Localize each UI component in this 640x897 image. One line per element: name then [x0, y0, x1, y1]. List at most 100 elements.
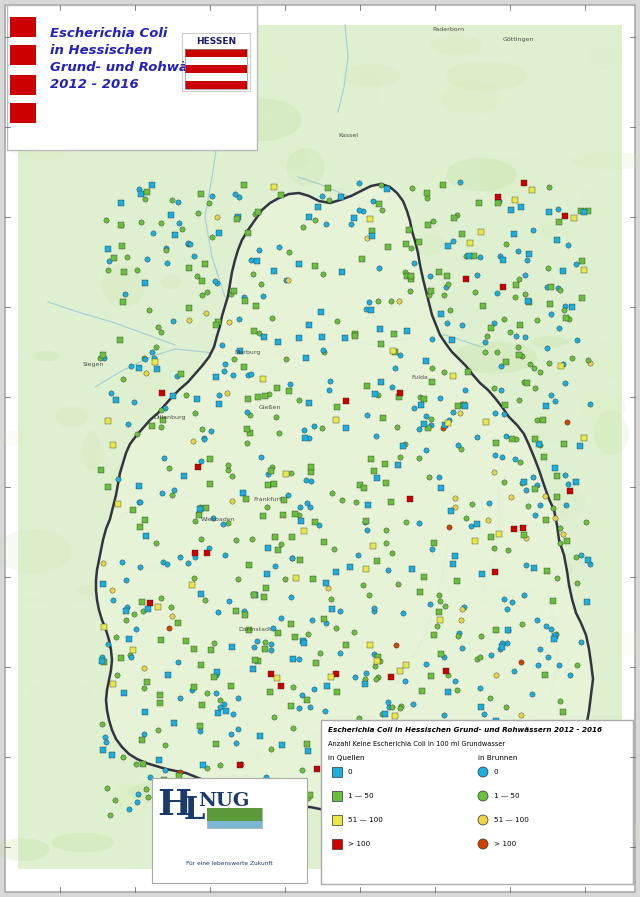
Ellipse shape [350, 536, 366, 552]
Text: 0: 0 [348, 769, 353, 775]
Ellipse shape [432, 523, 509, 552]
Text: > 100: > 100 [348, 841, 371, 847]
Ellipse shape [366, 629, 403, 643]
Ellipse shape [230, 544, 304, 565]
Ellipse shape [435, 675, 490, 710]
Ellipse shape [22, 596, 100, 605]
Ellipse shape [476, 588, 558, 610]
Text: HESSEN: HESSEN [196, 37, 236, 46]
Ellipse shape [0, 430, 45, 446]
Ellipse shape [381, 481, 418, 501]
Text: Fulda: Fulda [412, 375, 428, 379]
Ellipse shape [209, 744, 262, 780]
Ellipse shape [412, 233, 445, 256]
Bar [332, 839, 342, 849]
Ellipse shape [340, 781, 383, 799]
Bar [332, 815, 342, 825]
Text: Paderborn: Paderborn [432, 27, 464, 31]
Ellipse shape [394, 144, 474, 182]
Ellipse shape [313, 270, 374, 313]
Ellipse shape [128, 541, 180, 580]
Ellipse shape [579, 392, 626, 421]
Ellipse shape [291, 517, 379, 528]
FancyBboxPatch shape [321, 720, 633, 884]
Text: 1 — 50: 1 — 50 [494, 793, 520, 799]
Ellipse shape [575, 814, 620, 826]
Text: Göttingen: Göttingen [502, 37, 534, 41]
Ellipse shape [241, 648, 302, 658]
FancyBboxPatch shape [7, 5, 257, 150]
Ellipse shape [29, 88, 77, 105]
Ellipse shape [263, 233, 297, 248]
Ellipse shape [572, 152, 640, 170]
Ellipse shape [477, 157, 539, 196]
Bar [185, 57, 247, 65]
Ellipse shape [351, 382, 394, 403]
Ellipse shape [454, 702, 485, 724]
Ellipse shape [178, 437, 227, 482]
Ellipse shape [380, 815, 423, 847]
Circle shape [478, 767, 488, 777]
Ellipse shape [545, 486, 586, 518]
Ellipse shape [200, 491, 234, 514]
Ellipse shape [297, 263, 338, 306]
Ellipse shape [445, 61, 527, 91]
Ellipse shape [83, 431, 100, 472]
Ellipse shape [506, 683, 535, 697]
Ellipse shape [216, 785, 274, 795]
Ellipse shape [132, 564, 204, 573]
Ellipse shape [23, 121, 83, 155]
Bar [182, 33, 250, 91]
Ellipse shape [590, 342, 621, 380]
Ellipse shape [101, 265, 145, 307]
Ellipse shape [563, 819, 640, 847]
Ellipse shape [531, 336, 568, 348]
Circle shape [478, 839, 488, 849]
Bar [10, 103, 36, 123]
Ellipse shape [0, 529, 72, 573]
Ellipse shape [358, 73, 380, 113]
Ellipse shape [459, 496, 490, 525]
Text: Für eine lebenswerte Zukunft: Für eine lebenswerte Zukunft [186, 860, 272, 866]
Ellipse shape [577, 632, 640, 656]
Bar [185, 49, 247, 89]
Ellipse shape [287, 148, 324, 187]
Ellipse shape [518, 588, 546, 616]
Ellipse shape [113, 805, 157, 814]
Ellipse shape [446, 616, 463, 648]
Ellipse shape [152, 48, 222, 77]
Ellipse shape [103, 97, 159, 135]
Ellipse shape [162, 684, 205, 692]
Text: in Quellen: in Quellen [328, 755, 365, 761]
Ellipse shape [516, 215, 536, 225]
Ellipse shape [429, 35, 483, 56]
Bar [10, 17, 36, 37]
Ellipse shape [374, 283, 429, 307]
Ellipse shape [385, 580, 404, 599]
Ellipse shape [111, 463, 152, 492]
Ellipse shape [214, 490, 296, 510]
Ellipse shape [578, 188, 601, 231]
Ellipse shape [535, 524, 560, 533]
Ellipse shape [486, 553, 573, 586]
Ellipse shape [204, 620, 285, 636]
Ellipse shape [263, 318, 322, 360]
Ellipse shape [523, 105, 556, 147]
Polygon shape [96, 184, 593, 825]
Ellipse shape [280, 147, 309, 170]
Ellipse shape [32, 351, 60, 361]
Text: 51 — 100: 51 — 100 [348, 817, 383, 823]
Ellipse shape [442, 81, 500, 116]
Ellipse shape [305, 733, 349, 741]
Bar [207, 808, 262, 821]
Bar [185, 81, 247, 89]
Text: Gießen: Gießen [259, 405, 281, 410]
Ellipse shape [126, 579, 196, 610]
Bar [185, 49, 247, 57]
Ellipse shape [150, 712, 181, 741]
Ellipse shape [533, 692, 569, 727]
Ellipse shape [594, 411, 628, 456]
Text: Anzahl Keine Escherichia Coli in 100 ml Grundwasser: Anzahl Keine Escherichia Coli in 100 ml … [328, 741, 505, 747]
Text: 51 — 100: 51 — 100 [494, 817, 529, 823]
Ellipse shape [481, 561, 531, 593]
